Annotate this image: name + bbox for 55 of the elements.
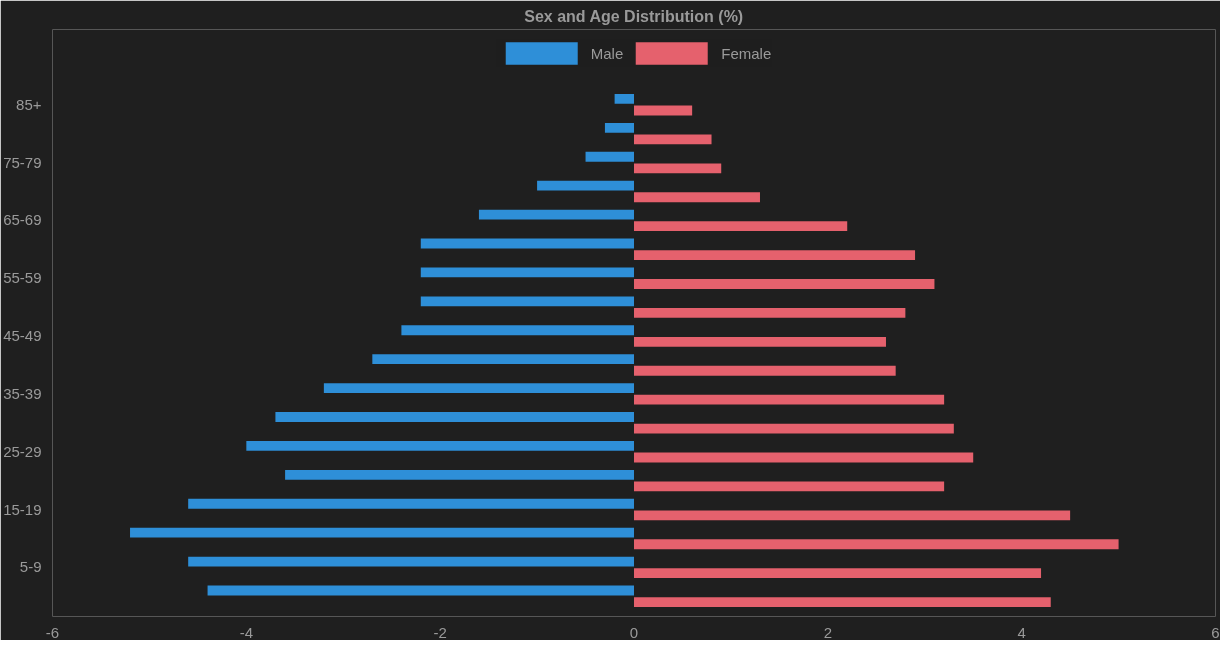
x-tick-label: -2 xyxy=(433,623,447,641)
bar xyxy=(188,556,634,567)
x-tick-label: -6 xyxy=(45,623,60,641)
bar xyxy=(634,192,760,203)
y-tick-label: 15-19 xyxy=(3,500,42,518)
bar xyxy=(634,250,916,260)
bar xyxy=(401,325,634,336)
bar xyxy=(634,336,886,347)
bar xyxy=(420,238,634,249)
bar xyxy=(420,296,634,307)
legend-label: Male xyxy=(590,44,624,62)
x-tick-label: -4 xyxy=(239,623,254,641)
bar xyxy=(207,585,634,596)
x-tick-label: 2 xyxy=(823,623,833,641)
bar xyxy=(130,527,634,538)
bar xyxy=(420,267,634,278)
y-tick-label: 5-9 xyxy=(19,558,42,576)
bar xyxy=(634,394,945,405)
bar xyxy=(275,412,634,422)
bar xyxy=(323,383,634,393)
y-tick-label: 25-29 xyxy=(3,442,42,460)
bar xyxy=(246,440,634,451)
bar xyxy=(285,469,634,480)
y-tick-label: 85+ xyxy=(16,95,42,113)
bar xyxy=(634,481,945,492)
bar xyxy=(372,354,634,365)
bar xyxy=(634,307,906,318)
bar xyxy=(188,498,634,509)
y-tick-label: 75-79 xyxy=(3,153,42,171)
bar xyxy=(634,134,712,145)
bar xyxy=(604,122,634,133)
bar xyxy=(614,93,634,104)
legend-label: Female xyxy=(721,44,772,62)
bar xyxy=(585,151,634,162)
bar xyxy=(634,539,1119,550)
y-tick-label: 55-59 xyxy=(3,269,42,287)
bar xyxy=(634,163,722,174)
x-tick-label: 6 xyxy=(1211,623,1220,641)
bar xyxy=(537,180,634,191)
bar xyxy=(634,568,1042,579)
bar xyxy=(634,221,848,232)
chart-title: Sex and Age Distribution (%) xyxy=(524,7,744,25)
y-tick-label: 65-69 xyxy=(3,211,42,229)
bar xyxy=(634,597,1051,607)
bar xyxy=(634,510,1071,521)
y-tick-label: 35-39 xyxy=(3,384,42,402)
x-tick-label: 0 xyxy=(629,623,639,641)
bar xyxy=(634,279,935,289)
x-tick-label: 4 xyxy=(1017,623,1026,641)
bar xyxy=(478,209,634,220)
bar xyxy=(634,423,954,434)
bar xyxy=(634,365,896,376)
bar xyxy=(634,452,974,463)
bar xyxy=(634,105,693,116)
y-tick-label: 45-49 xyxy=(3,327,42,345)
